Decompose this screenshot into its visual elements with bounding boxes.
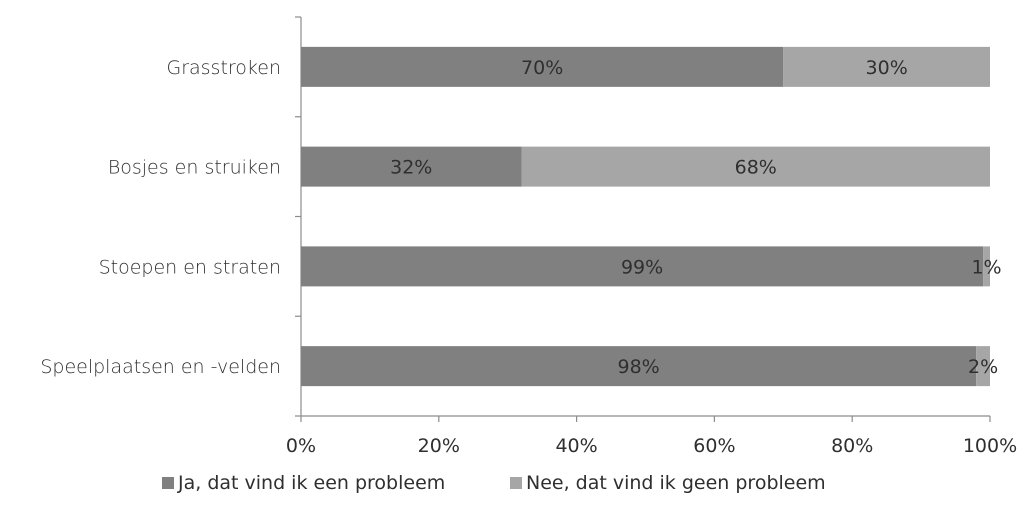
x-tick-label: 40% <box>555 435 597 457</box>
category-label: Grasstroken <box>166 57 281 79</box>
legend-label: Nee, dat vind ik geen probleem <box>526 472 826 494</box>
data-label: 98% <box>617 356 659 378</box>
x-tick-label: 0% <box>286 435 316 457</box>
axes: 0% 20% 40% 60% 80% 100% Grasstroken Bosjes en s… <box>40 16 1017 457</box>
category-label: Speelplaatsen en -velden <box>40 356 281 378</box>
bars: 70% 30% 32% 68% 99% 1% 98% 2% <box>301 46 1002 387</box>
bar-segment <box>301 346 977 387</box>
legend: Ja, dat vind ik een probleem Nee, dat vin… <box>162 472 826 494</box>
bar-segment <box>783 46 990 87</box>
x-tick-label: 80% <box>831 435 873 457</box>
data-label: 2% <box>968 356 998 378</box>
bar-segment <box>983 246 990 287</box>
legend-swatch <box>162 477 174 489</box>
data-label: 30% <box>866 57 908 79</box>
bar-segment <box>301 46 784 87</box>
data-label: 1% <box>971 256 1001 278</box>
bar-segment <box>521 146 990 187</box>
bar-segment <box>976 346 990 387</box>
data-label: 99% <box>621 256 663 278</box>
data-label: 68% <box>735 157 777 179</box>
x-tick-label: 20% <box>418 435 460 457</box>
legend-swatch <box>510 477 522 489</box>
legend-label: Ja, dat vind ik een probleem <box>177 472 445 494</box>
x-tick-label: 60% <box>693 435 735 457</box>
category-label: Bosjes en struiken <box>108 157 281 179</box>
data-label: 70% <box>521 57 563 79</box>
x-tick-label: 100% <box>963 435 1017 457</box>
data-label: 32% <box>390 157 432 179</box>
category-label: Stoepen en straten <box>99 256 281 278</box>
bar-segment <box>301 246 984 287</box>
bar-segment <box>301 146 522 187</box>
